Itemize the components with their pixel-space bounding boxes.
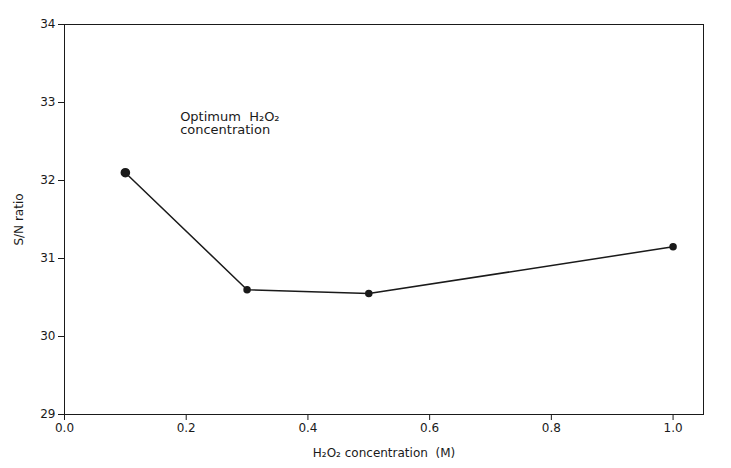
svg-text:H₂O₂ concentration (M): H₂O₂ concentration (M): [313, 446, 455, 460]
svg-text:0.6: 0.6: [420, 421, 439, 435]
svg-text:31: 31: [40, 251, 55, 265]
svg-text:34: 34: [40, 17, 55, 31]
svg-text:Optimum H₂O₂concentration: Optimum H₂O₂concentration: [180, 109, 279, 137]
svg-text:0.8: 0.8: [542, 421, 561, 435]
svg-text:29: 29: [40, 407, 55, 421]
svg-text:1.0: 1.0: [664, 421, 683, 435]
svg-text:0.2: 0.2: [177, 421, 196, 435]
svg-text:33: 33: [40, 95, 55, 109]
svg-text:S/N ratio: S/N ratio: [12, 193, 26, 245]
svg-text:0.4: 0.4: [298, 421, 317, 435]
svg-text:30: 30: [40, 329, 55, 343]
svg-text:0.0: 0.0: [55, 421, 74, 435]
svg-text:32: 32: [40, 173, 55, 187]
